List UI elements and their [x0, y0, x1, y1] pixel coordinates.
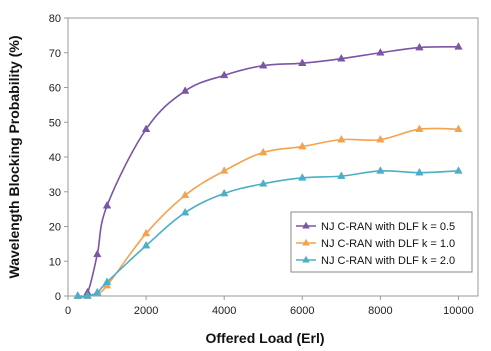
legend-marker [302, 221, 310, 229]
data-point-marker [220, 188, 229, 197]
data-point-marker [259, 147, 268, 156]
data-point-marker [298, 141, 307, 150]
x-tick-label: 8000 [368, 305, 392, 317]
x-tick-label: 6000 [290, 305, 314, 317]
data-point-marker [454, 124, 463, 133]
x-tick-label: 2000 [134, 305, 158, 317]
data-point-marker [376, 134, 385, 143]
y-tick-label: 60 [49, 83, 61, 95]
x-tick-label: 10000 [443, 305, 474, 317]
y-axis-ticks: 0 10 20 30 40 50 60 70 80 [49, 13, 68, 303]
data-point-marker [180, 207, 190, 216]
data-point-marker [93, 287, 102, 296]
data-point-marker [454, 42, 463, 50]
data-point-marker [298, 58, 307, 66]
data-point-marker [93, 249, 102, 258]
y-tick-label: 40 [49, 152, 61, 164]
legend-label: NJ C-RAN with DLF k = 0.5 [321, 221, 455, 233]
data-point-marker [337, 134, 346, 143]
legend: NJ C-RAN with DLF k = 0.5 NJ C-RAN with D… [290, 211, 473, 273]
series-3 [73, 166, 463, 299]
x-axis-ticks: 0 2000 4000 6000 8000 10000 [65, 296, 474, 317]
y-tick-label: 80 [49, 13, 61, 25]
data-point-marker [415, 124, 424, 133]
legend-marker [302, 238, 310, 246]
legend-box [290, 211, 473, 273]
data-point-marker [415, 167, 424, 176]
data-point-marker [180, 86, 190, 94]
y-tick-label: 10 [49, 256, 61, 268]
data-point-marker [220, 166, 229, 174]
data-point-marker [83, 291, 92, 299]
x-axis-title: Offered Load (Erl) [205, 330, 324, 346]
data-point-marker [180, 190, 190, 199]
x-tick-label: 4000 [212, 305, 236, 317]
data-point-marker [259, 179, 268, 187]
y-tick-label: 20 [49, 222, 61, 234]
legend-entry: NJ C-RAN with DLF k = 0.5 [296, 221, 455, 233]
data-point-marker [141, 228, 151, 237]
data-point-marker [220, 70, 229, 79]
data-point-marker [102, 277, 112, 285]
data-point-marker [259, 60, 268, 69]
data-point-marker [376, 166, 385, 174]
data-point-marker [415, 42, 424, 51]
x-tick-label: 0 [65, 305, 71, 317]
data-point-marker [141, 240, 151, 249]
legend-label: NJ C-RAN with DLF k = 1.0 [321, 238, 455, 250]
y-tick-label: 70 [49, 48, 61, 60]
data-point-marker [337, 171, 346, 179]
y-tick-label: 50 [49, 117, 61, 129]
legend-entry: NJ C-RAN with DLF k = 2.0 [296, 255, 455, 267]
series-layer [73, 42, 463, 299]
data-point-marker [298, 173, 307, 181]
legend-entry: NJ C-RAN with DLF k = 1.0 [296, 238, 455, 250]
data-point-marker [102, 200, 112, 209]
y-tick-label: 30 [49, 187, 61, 199]
legend-label: NJ C-RAN with DLF k = 2.0 [321, 255, 455, 267]
data-point-marker [337, 53, 346, 62]
y-tick-label: 0 [55, 291, 61, 303]
data-point-marker [141, 124, 151, 133]
series-1 [73, 42, 463, 299]
data-point-marker [454, 166, 463, 174]
y-axis-title: Wavelength Blocking Probability (%) [6, 36, 22, 279]
legend-marker [302, 255, 310, 263]
data-point-marker [73, 291, 82, 299]
data-point-marker [376, 48, 385, 56]
